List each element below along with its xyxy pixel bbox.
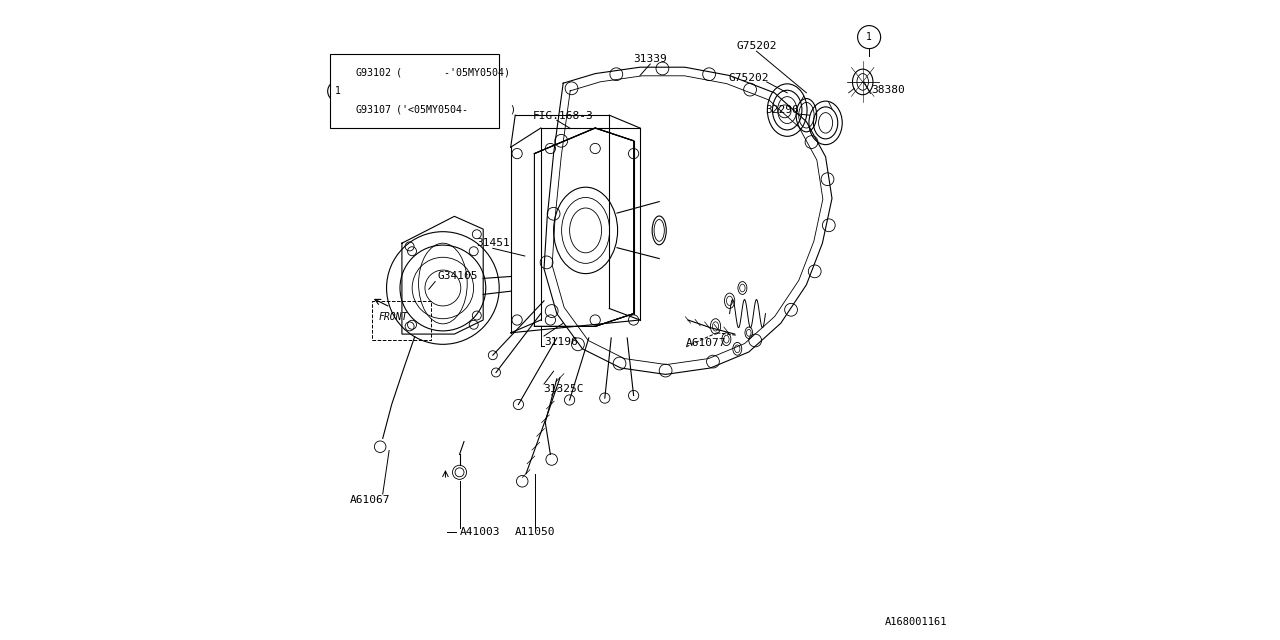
Bar [372, 301, 431, 340]
Text: ('<05MY0504-       ): ('<05MY0504- ) [397, 104, 516, 115]
Text: 32296: 32296 [765, 105, 799, 115]
Text: 31325C: 31325C [543, 384, 584, 394]
Text: A11050: A11050 [515, 527, 556, 538]
Text: G75202: G75202 [736, 41, 777, 51]
Text: A61077: A61077 [686, 338, 727, 348]
Text: 1: 1 [867, 32, 872, 42]
Text: G34105: G34105 [438, 271, 477, 282]
Text: G75202: G75202 [728, 73, 769, 83]
Text: (       -'05MY0504): ( -'05MY0504) [397, 68, 511, 78]
Text: G93107: G93107 [356, 104, 392, 115]
Text: 31339: 31339 [634, 54, 667, 64]
Text: A168001161: A168001161 [884, 617, 947, 627]
Text: FIG.168-3: FIG.168-3 [534, 111, 594, 122]
Bar [330, 54, 499, 128]
Text: FRONT: FRONT [379, 312, 408, 323]
Text: 31196: 31196 [544, 337, 577, 347]
Text: G93102: G93102 [356, 68, 392, 78]
Text: A41003: A41003 [460, 527, 500, 538]
Text: 31451: 31451 [476, 238, 509, 248]
Text: 1: 1 [335, 86, 340, 96]
Text: 38380: 38380 [872, 84, 905, 95]
Text: A61067: A61067 [349, 495, 390, 506]
